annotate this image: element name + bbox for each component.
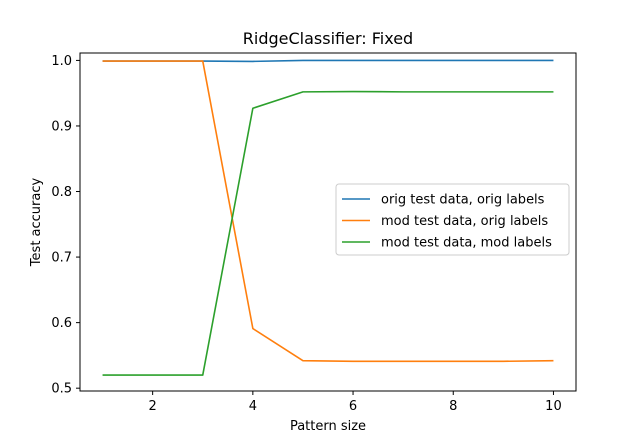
y-tick-label: 0.7: [51, 251, 72, 266]
x-tick-label: 8: [449, 399, 457, 414]
y-tick-label: 0.8: [51, 185, 72, 200]
x-tick-label: 2: [149, 399, 157, 414]
y-axis-ticks: 0.5 0.6 0.7 0.8 0.9 1.0: [51, 54, 80, 397]
legend-box: [335, 183, 570, 256]
x-axis-label: Pattern size: [290, 419, 366, 434]
x-tick-label: 6: [349, 399, 357, 414]
chart-title: RidgeClassifier: Fixed: [243, 29, 413, 48]
y-tick-label: 0.5: [51, 382, 72, 397]
y-tick-label: 1.0: [51, 54, 72, 69]
x-tick-label: 10: [545, 399, 562, 414]
x-tick-label: 4: [249, 399, 257, 414]
plot-frame: [79, 52, 577, 392]
series-line-2: [102, 60, 554, 363]
y-tick-label: 0.9: [51, 119, 72, 134]
legend-label-2: mod test data, orig labels: [381, 214, 548, 229]
series-line-3: [102, 90, 554, 376]
y-axis-label: Test accuracy: [29, 178, 44, 268]
y-tick-label: 0.6: [51, 316, 72, 331]
legend-label-1: orig test data, orig labels: [381, 193, 545, 208]
x-axis-ticks: 2 4 6 8 10: [149, 391, 562, 414]
legend: orig test data, orig labels mod test data…: [335, 183, 570, 256]
legend-label-3: mod test data, mod labels: [381, 236, 552, 251]
plot-lines: [102, 59, 554, 376]
